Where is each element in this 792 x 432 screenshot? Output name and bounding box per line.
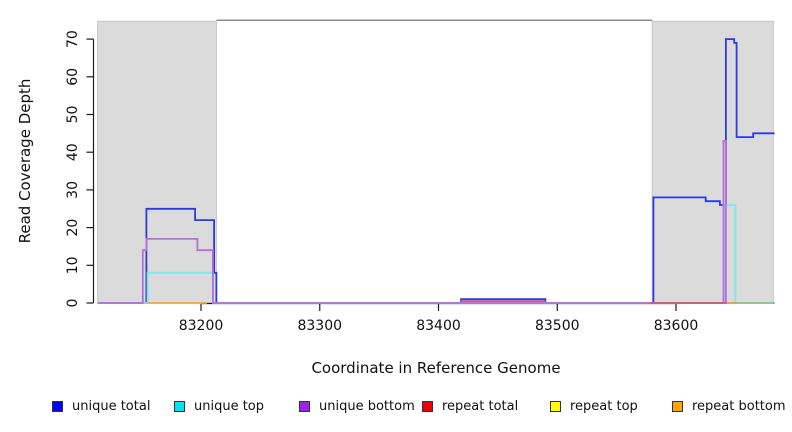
repeat-bottom-swatch-icon bbox=[672, 400, 683, 412]
x-tick-label: 83400 bbox=[416, 318, 461, 334]
unique-bottom-swatch-icon bbox=[299, 400, 310, 412]
legend-label: repeat top bbox=[570, 398, 638, 414]
x-axis-title: Coordinate in Reference Genome bbox=[311, 359, 560, 377]
legend-item-repeat-total: repeat total bbox=[422, 398, 518, 414]
legend-item-unique-top: unique top bbox=[174, 398, 264, 414]
legend-label: unique bottom bbox=[319, 398, 415, 414]
y-tick-label: 30 bbox=[65, 181, 81, 199]
y-tick-label: 0 bbox=[65, 299, 81, 308]
y-tick-label: 70 bbox=[65, 30, 81, 48]
chart-legend: unique total unique top unique bottom re… bbox=[0, 398, 792, 418]
y-tick-label: 10 bbox=[65, 256, 81, 274]
repeat-total-swatch-icon bbox=[422, 400, 433, 412]
x-tick-label: 83500 bbox=[535, 318, 580, 334]
x-tick-label: 83200 bbox=[179, 318, 224, 334]
legend-label: repeat total bbox=[442, 398, 519, 414]
x-tick-label: 83600 bbox=[654, 318, 699, 334]
repeat-top-swatch-icon bbox=[550, 400, 561, 412]
series-unique-total bbox=[97, 38, 775, 304]
legend-item-unique-bottom: unique bottom bbox=[299, 398, 415, 414]
chart-layers: 0 10 20 30 40 50 60 70 83200 83300 83400 83500 83600 bbox=[65, 19, 775, 334]
unique-total-swatch-icon bbox=[52, 400, 63, 412]
legend-item-repeat-bottom: repeat bottom bbox=[672, 398, 786, 414]
coverage-chart: 0 10 20 30 40 50 60 70 83200 83300 83400 83500 83600… bbox=[16, 19, 775, 377]
unique-top-swatch-icon bbox=[174, 400, 185, 412]
masked-region bbox=[651, 20, 774, 304]
legend-item-unique-total: unique total bbox=[52, 398, 150, 414]
legend-label: unique total bbox=[72, 398, 151, 414]
y-tick-label: 40 bbox=[65, 143, 81, 161]
y-tick-label: 60 bbox=[65, 68, 81, 86]
legend-label: repeat bottom bbox=[692, 398, 786, 414]
legend-item-repeat-top: repeat top bbox=[550, 398, 638, 414]
x-tick-label: 83300 bbox=[297, 318, 342, 334]
legend-label: unique top bbox=[194, 398, 265, 414]
series-unique-bottom bbox=[97, 139, 775, 304]
y-axis-title: Read Coverage Depth bbox=[16, 79, 34, 244]
y-tick-label: 20 bbox=[65, 219, 81, 237]
masked-region bbox=[97, 20, 217, 304]
y-tick-label: 50 bbox=[65, 106, 81, 124]
